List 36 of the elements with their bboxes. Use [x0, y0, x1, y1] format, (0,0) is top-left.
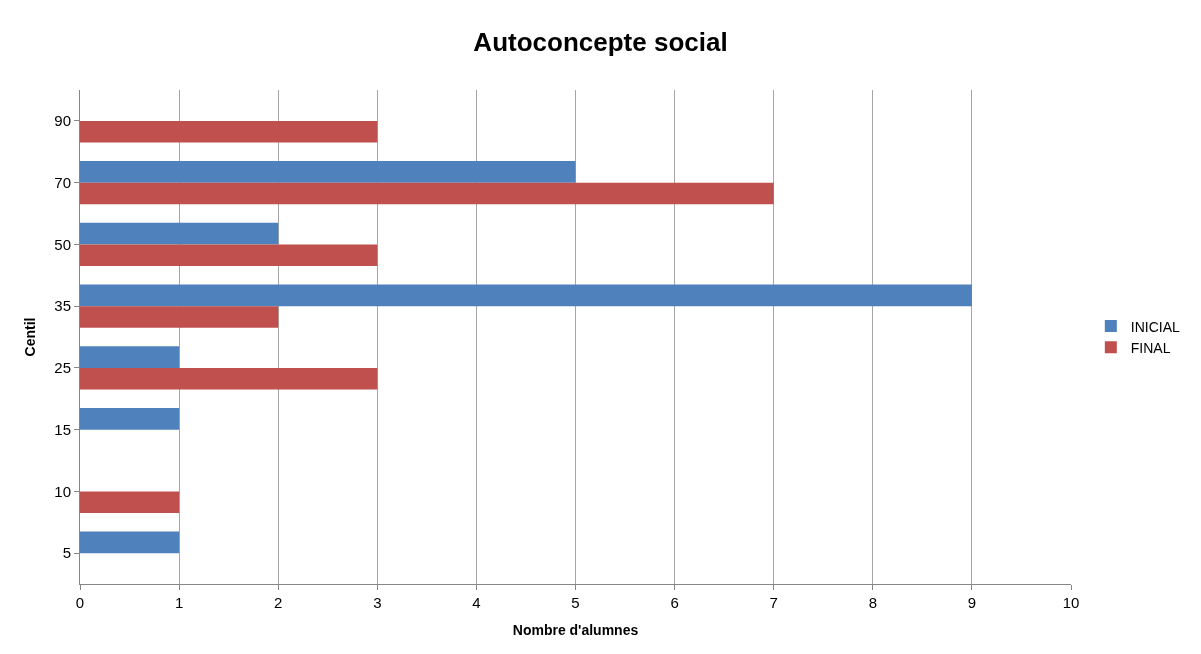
x-tick-label: 8: [868, 594, 877, 611]
bar: [80, 346, 180, 368]
y-tick-label: 90: [54, 112, 71, 130]
y-tick-label: 35: [54, 297, 71, 315]
bar: [80, 120, 378, 143]
bar: [80, 491, 180, 513]
x-tick-label: 4: [472, 594, 481, 611]
x-tick-label: 1: [174, 594, 184, 611]
bar: [80, 367, 378, 390]
y-tick-label: 5: [62, 544, 71, 562]
bar: [80, 531, 180, 554]
x-tick-label: 2: [274, 594, 283, 611]
x-tick-label: 3: [373, 594, 382, 611]
bar: [80, 244, 378, 266]
legend-label: INICIAL: [1130, 318, 1181, 335]
x-tick-label: 7: [769, 594, 778, 611]
x-tick-label: 6: [670, 594, 679, 611]
bar: [80, 306, 279, 328]
chart-title: Autoconcepte social: [473, 26, 728, 57]
bar: [80, 222, 279, 245]
y-tick-label: 15: [54, 420, 71, 438]
bar: [80, 408, 180, 430]
x-tick-label: 0: [75, 594, 85, 611]
y-tick-label: 70: [54, 173, 71, 191]
x-tick-label: 9: [967, 594, 977, 611]
x-tick-label: 5: [571, 594, 580, 611]
bar: [80, 161, 576, 183]
y-axis-title: Centil: [21, 317, 38, 357]
y-tick-label: 50: [54, 235, 71, 253]
y-tick-label: 25: [54, 359, 71, 377]
x-tick-label: 10: [1062, 594, 1080, 611]
legend-label: FINAL: [1130, 339, 1171, 356]
bar: [80, 284, 972, 307]
y-tick-label: 10: [54, 482, 71, 500]
x-axis-title: Nombre d'alumnes: [512, 622, 639, 639]
bar: [80, 182, 774, 205]
